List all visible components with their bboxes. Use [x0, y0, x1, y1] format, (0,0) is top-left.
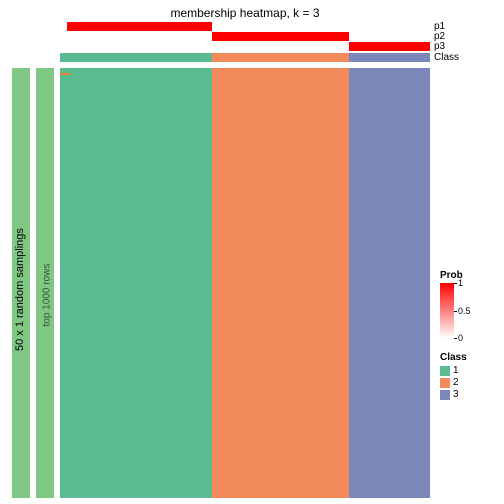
prob-tick-label: 1	[458, 278, 463, 288]
p-annotation-label: p3	[434, 41, 445, 52]
p-segment	[67, 22, 211, 31]
class-segment	[60, 53, 212, 62]
p-annotation-row	[60, 22, 430, 31]
class-legend-item: 1	[440, 365, 467, 376]
heatmap-column	[60, 68, 212, 498]
class-segment	[349, 53, 430, 62]
class-legend-label: 1	[453, 365, 459, 376]
class-segment	[212, 53, 349, 62]
heatmap-column	[212, 68, 349, 498]
class-legend-label: 2	[453, 377, 459, 388]
heatmap-column	[349, 68, 430, 498]
heatmap-body	[60, 68, 430, 498]
class-legend-label: 3	[453, 389, 459, 400]
class-swatch	[440, 366, 450, 376]
class-swatch	[440, 390, 450, 400]
p-annotation-row	[60, 32, 430, 41]
heatmap-artifact-line	[60, 73, 71, 75]
class-legend-item: 3	[440, 389, 467, 400]
class-legend: Class 123	[440, 352, 467, 401]
ylabel-rows: top 1000 rows	[42, 237, 53, 327]
p-segment	[349, 42, 430, 51]
prob-tick-label: 0.5	[458, 306, 471, 316]
p-annotation-row	[60, 42, 430, 51]
class-legend-title: Class	[440, 352, 467, 363]
class-annotation-row	[60, 53, 430, 62]
class-swatch	[440, 378, 450, 388]
prob-tick-label: 0	[458, 333, 463, 343]
p-segment	[212, 32, 349, 41]
class-legend-items: 123	[440, 365, 467, 400]
class-legend-item: 2	[440, 377, 467, 388]
ylabel-samplings: 50 x 1 random samplings	[14, 211, 26, 351]
chart-title: membership heatmap, k = 3	[60, 6, 430, 20]
prob-gradient: 10.50	[440, 283, 454, 338]
prob-legend: Prob 10.50	[440, 270, 463, 338]
chart-container: membership heatmap, k = 3 p1p2p3Class 50…	[0, 0, 504, 504]
class-annotation-label: Class	[434, 52, 459, 63]
